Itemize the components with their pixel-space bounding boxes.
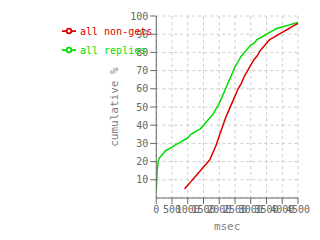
svg-text:80: 80 bbox=[136, 47, 148, 58]
svg-text:50: 50 bbox=[136, 102, 148, 113]
svg-text:msec: msec bbox=[214, 220, 241, 232]
svg-text:40: 40 bbox=[136, 120, 148, 131]
svg-text:70: 70 bbox=[136, 65, 148, 76]
svg-text:60: 60 bbox=[136, 83, 148, 94]
svg-text:0: 0 bbox=[153, 204, 159, 215]
svg-text:4500: 4500 bbox=[286, 204, 310, 215]
svg-text:cumulative %: cumulative % bbox=[108, 67, 121, 147]
svg-text:30: 30 bbox=[136, 138, 148, 149]
svg-text:20: 20 bbox=[136, 156, 148, 167]
svg-text:10: 10 bbox=[136, 174, 148, 185]
svg-text:90: 90 bbox=[136, 29, 148, 40]
svg-text:100: 100 bbox=[130, 11, 148, 22]
